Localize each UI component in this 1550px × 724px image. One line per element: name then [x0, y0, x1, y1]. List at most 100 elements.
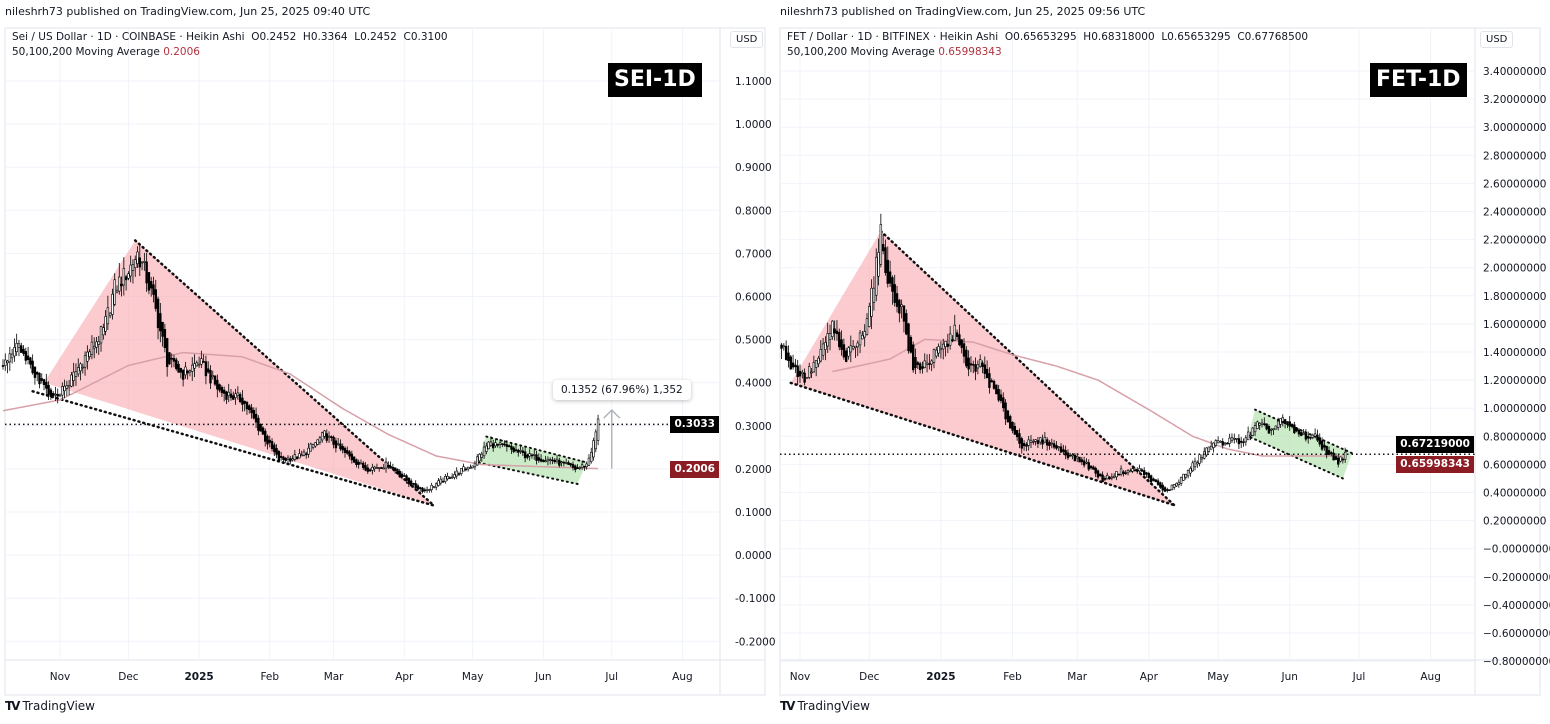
candle	[1246, 431, 1250, 441]
candle	[113, 279, 116, 305]
candle	[197, 363, 201, 366]
candle	[787, 352, 790, 362]
candle	[471, 465, 474, 469]
candle	[434, 483, 438, 488]
sei-chart-canvas[interactable]: 1.1000 1.0000 0.9000 0.8000 0.7000 0.6000 0.50…	[0, 0, 775, 724]
candle	[796, 365, 799, 377]
candle	[33, 366, 37, 378]
candle	[1073, 454, 1077, 462]
candle	[234, 393, 237, 398]
candle	[138, 257, 141, 268]
candle	[145, 261, 148, 284]
candle	[1022, 443, 1026, 447]
candle	[1276, 420, 1280, 428]
x-tick-label: May	[1207, 671, 1229, 683]
candle	[357, 461, 360, 465]
candle	[1337, 457, 1340, 465]
y-tick-label: 1.0000	[735, 119, 772, 131]
candle	[533, 454, 536, 456]
candle	[295, 456, 299, 460]
candle	[343, 447, 347, 453]
tradingview-logo[interactable]: TV TradingView	[780, 699, 870, 713]
x-tick-label: Apr	[1140, 671, 1159, 683]
candle	[106, 307, 110, 325]
candle	[377, 467, 381, 469]
candle	[177, 363, 180, 373]
candle	[539, 458, 543, 462]
candle	[396, 468, 399, 474]
tradingview-logo[interactable]: TV TradingView	[5, 699, 95, 713]
sei-chart-panel: 1.1000 1.0000 0.9000 0.8000 0.7000 0.6000 0.50…	[0, 0, 775, 724]
currency-button[interactable]: USD	[1480, 31, 1514, 48]
candle	[216, 379, 219, 390]
candle	[389, 465, 392, 469]
candle	[1191, 462, 1194, 472]
candle	[414, 483, 417, 489]
candle	[893, 284, 896, 303]
candle	[886, 259, 889, 284]
candle	[1140, 469, 1144, 472]
candle	[1075, 456, 1079, 459]
candle	[248, 405, 251, 411]
candle	[1055, 445, 1058, 449]
candle	[172, 358, 176, 362]
candle	[914, 357, 917, 369]
candle	[448, 477, 452, 479]
candle	[1036, 440, 1040, 444]
y-tick-label: 0.9000	[735, 162, 772, 174]
candle	[1249, 434, 1252, 437]
candle	[514, 449, 518, 451]
candle	[95, 341, 98, 348]
candle	[1341, 458, 1345, 461]
candle	[1212, 442, 1215, 448]
candle	[318, 437, 322, 443]
candle	[983, 364, 986, 374]
candle	[22, 348, 25, 354]
candle	[1270, 429, 1273, 431]
candle	[77, 367, 80, 375]
candle	[1122, 471, 1125, 475]
candle	[90, 341, 94, 355]
candle	[510, 445, 513, 450]
candle	[1041, 439, 1044, 445]
y-tick-label: 0.40000000	[1483, 488, 1546, 500]
candle	[466, 466, 470, 470]
x-tick-label: Jun	[1281, 671, 1298, 683]
candle	[1240, 440, 1243, 443]
candle	[546, 458, 550, 462]
measure-tooltip: 0.1352 (67.96%) 1,352	[553, 380, 691, 400]
candle	[478, 453, 481, 462]
candle	[45, 381, 48, 389]
candle	[129, 264, 132, 277]
candle	[20, 345, 23, 353]
candle	[469, 467, 472, 469]
candle	[1274, 425, 1278, 430]
candle	[555, 458, 559, 462]
ma-label: 50,100,200 Moving Average	[787, 46, 935, 58]
candle	[958, 334, 961, 346]
candle	[1006, 410, 1010, 423]
candle	[1228, 437, 1231, 444]
candle	[384, 461, 388, 469]
candle	[1080, 459, 1084, 463]
candle	[1223, 442, 1227, 445]
fet-chart-canvas[interactable]: 3.40000000 3.20000000 3.00000000 2.80000000…	[775, 0, 1550, 724]
candle	[366, 467, 369, 472]
candle	[222, 389, 226, 394]
candle	[1052, 443, 1056, 448]
wedge-upper-trendline	[133, 239, 436, 507]
currency-button[interactable]: USD	[730, 31, 764, 48]
candle	[1304, 433, 1308, 440]
candle	[1209, 445, 1213, 450]
candle	[794, 364, 797, 368]
y-tick-label: -0.1000	[735, 593, 775, 605]
candle	[323, 430, 326, 437]
candle	[1200, 457, 1204, 460]
candle	[430, 484, 433, 491]
candle	[1050, 442, 1053, 445]
candle	[209, 370, 212, 384]
candle	[485, 445, 488, 452]
candle	[826, 333, 829, 347]
candle	[1256, 421, 1259, 429]
candle	[311, 444, 315, 448]
